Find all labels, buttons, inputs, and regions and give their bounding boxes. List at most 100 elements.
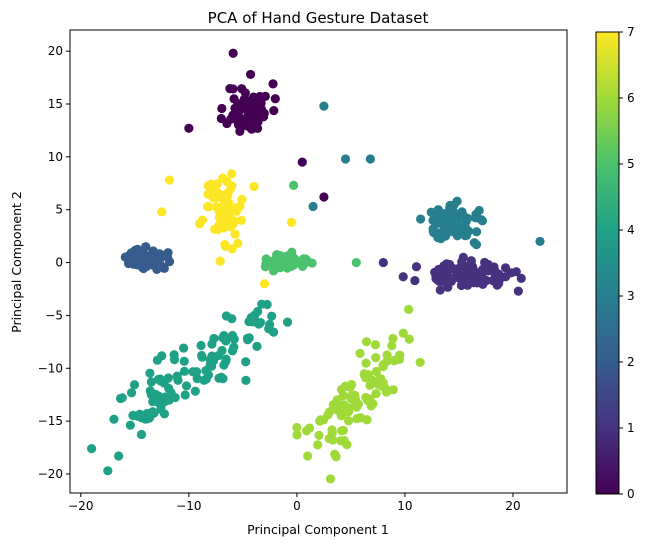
scatter-point [159, 378, 169, 388]
scatter-point [343, 406, 353, 416]
scatter-point [371, 388, 381, 399]
scatter-point [307, 258, 317, 268]
scatter-point [452, 209, 462, 220]
scatter-point [500, 263, 511, 273]
scatter-point [203, 181, 213, 191]
scatter-point [428, 215, 438, 226]
scatter-point [145, 368, 155, 378]
scatter-point [463, 213, 473, 223]
scatter-point [181, 381, 192, 391]
scatter-point [337, 426, 347, 436]
scatter-point [479, 275, 489, 285]
x-tick-label: 0 [293, 499, 301, 513]
scatter-point [230, 229, 240, 239]
scatter-point [190, 386, 200, 396]
scatter-point [336, 385, 347, 395]
scatter-point [480, 257, 490, 268]
scatter-point [452, 231, 462, 241]
scatter-point [352, 414, 362, 424]
scatter-point [155, 253, 165, 264]
scatter-point [431, 273, 441, 283]
scatter-point [228, 84, 238, 94]
scatter-point [227, 244, 237, 254]
scatter-point [180, 390, 190, 400]
scatter-point [328, 435, 338, 445]
scatter-point [511, 267, 521, 277]
scatter-point [398, 272, 408, 282]
scatter-point [210, 193, 220, 203]
scatter-point [339, 435, 349, 446]
scatter-point [336, 411, 346, 421]
scatter-point [141, 242, 151, 252]
scatter-point [363, 370, 373, 380]
scatter-point [197, 350, 207, 361]
y-tick-label: −5 [45, 308, 63, 322]
scatter-point [207, 361, 217, 371]
scatter-point [292, 422, 302, 433]
colorbar-tick-label: 3 [627, 289, 635, 303]
scatter-point [241, 375, 251, 386]
scatter-point [516, 273, 526, 284]
scatter-point [394, 354, 405, 364]
scatter-point [501, 272, 511, 282]
scatter-point [445, 259, 455, 270]
colorbar-tick-label: 2 [627, 355, 635, 369]
scatter-point [475, 267, 485, 277]
x-tick-label: 20 [505, 499, 520, 513]
scatter-point [275, 250, 285, 261]
scatter-point [255, 91, 265, 102]
scatter-point [204, 202, 214, 212]
scatter-point [224, 199, 234, 209]
scatter-point [371, 353, 381, 363]
scatter-point [404, 334, 414, 344]
scatter-point [433, 233, 443, 243]
scatter-point [146, 390, 156, 400]
scatter-point [449, 200, 459, 210]
scatter-point [314, 430, 324, 440]
scatter-point [87, 444, 97, 454]
scatter-point [229, 334, 239, 344]
scatter-point [265, 319, 275, 330]
scatter-point [490, 273, 500, 283]
scatter-point [157, 207, 167, 217]
scatter-point [440, 266, 450, 276]
scatter-point [351, 257, 361, 268]
y-tick-label: −20 [38, 467, 63, 481]
scatter-point [282, 317, 293, 327]
scatter-point [252, 341, 262, 351]
scatter-point [535, 236, 545, 247]
scatter-point [164, 175, 174, 185]
scatter-point [199, 375, 209, 385]
scatter-point [257, 299, 267, 309]
scatter-point [166, 388, 176, 398]
colorbar-ticks: 0 1 2 3 4 5 6 7 [619, 25, 635, 501]
scatter-point [324, 407, 335, 417]
scatter-point [221, 311, 231, 321]
y-axis-ticks: −20 −15 −10 −5 0 5 10 15 20 [38, 44, 70, 481]
scatter-point [308, 201, 318, 212]
scatter-point [269, 106, 279, 116]
scatter-point [387, 341, 397, 351]
scatter-point [411, 262, 422, 272]
scatter-point [210, 224, 220, 234]
scatter-point [109, 414, 119, 424]
scatter-point [243, 121, 253, 132]
scatter-point [216, 113, 226, 124]
x-tick-label: 10 [397, 499, 412, 513]
scatter-point [227, 181, 237, 191]
scatter-point [217, 190, 228, 201]
scatter-point [126, 388, 137, 398]
scatter-point [233, 238, 243, 248]
colorbar-tick-label: 1 [627, 421, 635, 435]
scatter-point [146, 377, 156, 387]
scatter-point [361, 337, 372, 347]
scatter-point [404, 304, 414, 314]
scatter-point [139, 254, 149, 264]
scatter-point [474, 205, 484, 216]
scatter-point [221, 336, 231, 346]
scatter-point [217, 103, 227, 114]
y-tick-label: −15 [38, 414, 63, 428]
scatter-point [343, 416, 354, 426]
scatter-point [370, 340, 381, 350]
